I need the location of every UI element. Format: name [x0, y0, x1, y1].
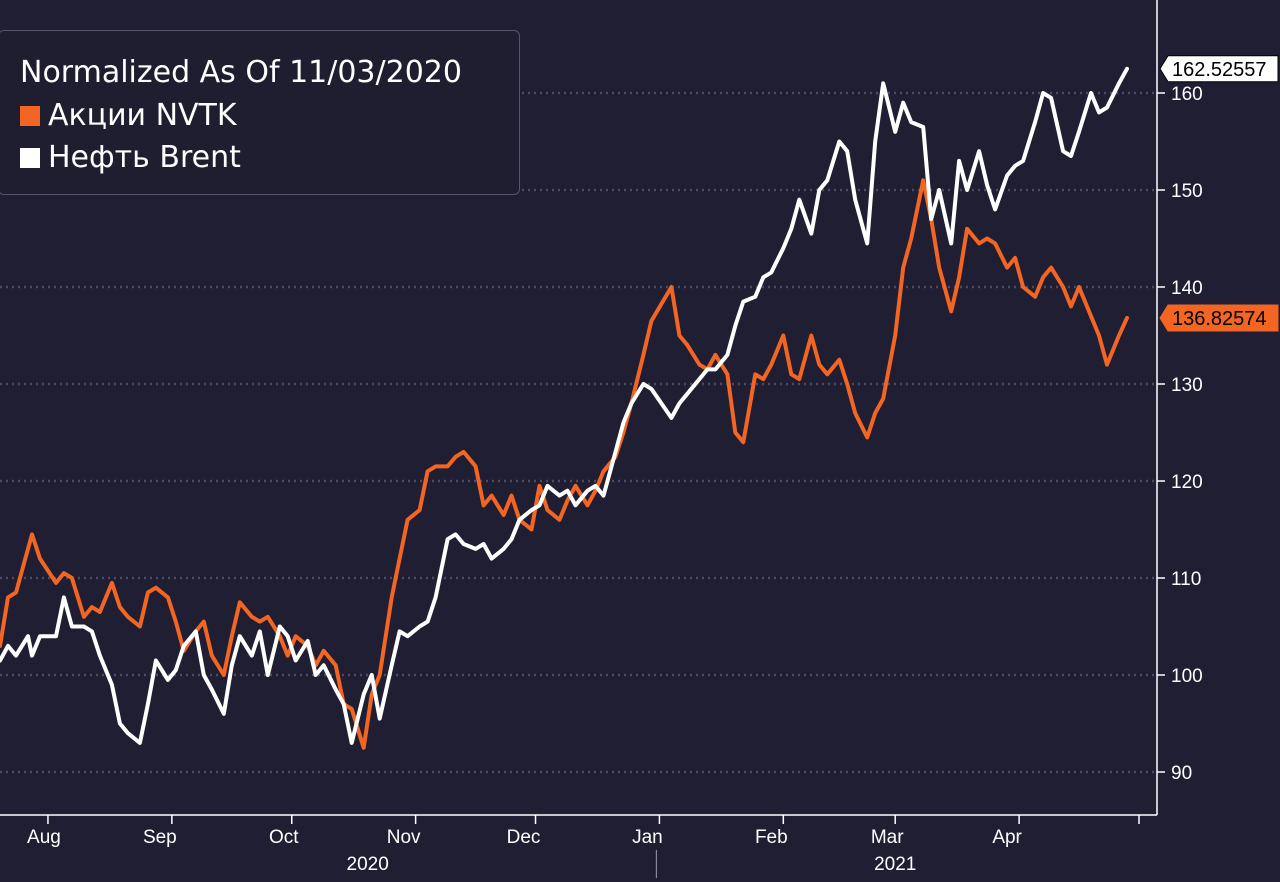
y-tick-label-150: 150 [1171, 181, 1203, 202]
x-year-label-2021: 2021 [874, 854, 916, 875]
y-tick-label-120: 120 [1171, 472, 1203, 493]
last-value-tag-0: 136.82574 [1159, 304, 1279, 332]
legend-entry-nvtk: Акции NVTK [20, 98, 237, 133]
chart-title: Normalized As Of 11/03/2020 [20, 55, 462, 90]
last-value-label-0: 136.82574 [1172, 308, 1267, 330]
x-year-label-2020: 2020 [347, 854, 389, 875]
last-value-tag-bg-0 [1159, 304, 1279, 332]
x-tick-label-feb: Feb [755, 827, 788, 848]
y-tick-label-110: 110 [1171, 569, 1201, 590]
x-tick-label-nov: Nov [387, 827, 421, 848]
y-tick-label-130: 130 [1171, 375, 1203, 396]
last-value-label-1: 162.52557 [1172, 59, 1267, 81]
y-tick-label-90: 90 [1171, 763, 1192, 784]
y-tick-label-160: 160 [1171, 84, 1203, 105]
legend-swatch-brent [20, 147, 40, 168]
series-line-1 [0, 66, 1129, 745]
x-tick-label-dec: Dec [507, 827, 541, 848]
last-value-tag-1: 162.52557 [1159, 55, 1279, 83]
y-tick-label-140: 140 [1171, 278, 1203, 299]
x-tick-label-aug: Aug [27, 827, 61, 848]
legend-entry-brent: Нефть Brent [20, 140, 241, 175]
x-tick-label-jan: Jan [632, 827, 663, 848]
last-value-tag-bg-1 [1159, 55, 1279, 83]
x-tick-label-sep: Sep [143, 827, 177, 848]
x-tick-label-mar: Mar [871, 827, 904, 848]
legend-box [0, 30, 520, 195]
legend-swatch-nvtk [20, 105, 40, 126]
x-tick-label-oct: Oct [269, 827, 299, 848]
legend-label-nvtk: Акции NVTK [48, 98, 237, 133]
legend-label-brent: Нефть Brent [48, 140, 241, 175]
x-tick-label-apr: Apr [992, 827, 1022, 848]
series-layer [0, 66, 1129, 750]
series-line-0 [0, 178, 1129, 750]
y-tick-label-100: 100 [1171, 666, 1203, 687]
